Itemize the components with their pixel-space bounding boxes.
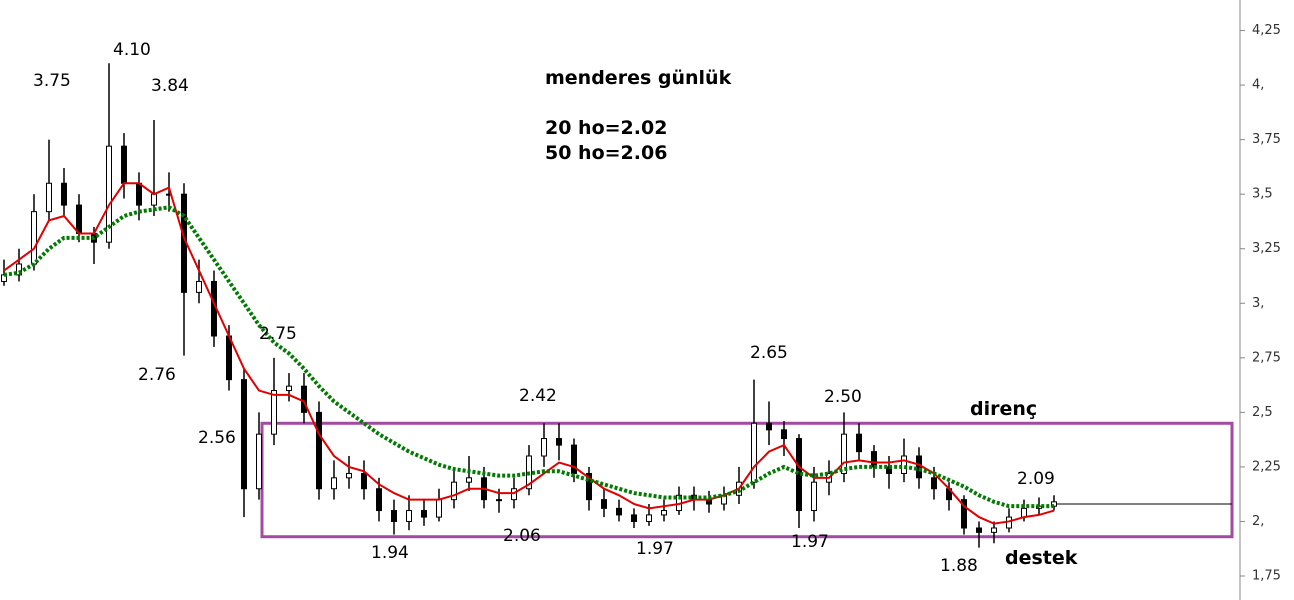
y-tick-label: 2, (1252, 514, 1264, 529)
candle-body (646, 514, 652, 522)
y-tick-label: 3,25 (1252, 241, 1281, 256)
candle-body (121, 145, 127, 184)
moving-average (3, 205, 1054, 509)
candle-body (361, 472, 367, 490)
price-annotation: 2.09 (1017, 469, 1055, 489)
candle-body (331, 477, 337, 490)
price-annotation: 2.75 (259, 324, 297, 344)
candle-body (961, 499, 967, 529)
candle-body (271, 390, 277, 435)
candle-body (901, 455, 907, 474)
y-tick-label: 3, (1252, 296, 1264, 311)
candle-body (841, 433, 847, 474)
candle-body (976, 527, 982, 533)
candle-body (856, 433, 862, 453)
y-tick-label: 3,5 (1252, 187, 1273, 202)
candle-body (601, 499, 607, 509)
candle-body (316, 411, 322, 490)
candle-body (886, 466, 892, 474)
candle-body (301, 385, 307, 413)
candle-body (376, 488, 382, 512)
moving-average (3, 182, 1055, 525)
chart-title: menderes günlük (545, 67, 732, 89)
candle-body (61, 182, 67, 206)
candle-body (76, 204, 82, 234)
candle-body (541, 438, 547, 457)
y-tick-label: 2,25 (1252, 459, 1281, 474)
candle-body (991, 527, 997, 533)
candle-body (451, 481, 457, 501)
candle-body (346, 472, 352, 479)
price-annotation: 2.56 (198, 428, 236, 448)
candle-body (511, 488, 517, 501)
candle-body (616, 507, 622, 516)
candle-body (571, 444, 577, 474)
price-annotation: 2.65 (750, 343, 788, 363)
y-tick-label: 3,75 (1252, 132, 1281, 147)
candle-body (196, 280, 202, 293)
candle-body (466, 477, 472, 483)
candle-body (751, 422, 757, 483)
candle-body (16, 263, 22, 276)
candle-body (136, 182, 142, 206)
candle-body (496, 499, 502, 502)
candle-body (436, 499, 442, 518)
price-annotation: 1.88 (940, 556, 978, 576)
price-annotation: 3.84 (151, 76, 189, 96)
candle-body (1021, 507, 1027, 518)
candle-body (871, 451, 877, 468)
candle-body (256, 433, 262, 490)
note: 20 ho=2.02 (545, 117, 667, 139)
candle-body (406, 510, 412, 522)
candle-body (586, 472, 592, 501)
candle-body (811, 481, 817, 512)
candle-body (631, 514, 637, 522)
price-annotation: 1.97 (791, 532, 829, 552)
y-tick-label: 1,75 (1252, 569, 1281, 584)
y-tick-label: 4,25 (1252, 23, 1281, 38)
price-annotation: 1.94 (371, 543, 409, 563)
note: 50 ho=2.06 (545, 142, 667, 164)
y-tick-label: 2,75 (1252, 350, 1281, 365)
candle-body (241, 379, 247, 490)
candle-body (766, 422, 772, 431)
candle-body (931, 477, 937, 490)
candle-body (421, 510, 427, 518)
price-annotation: 4.10 (113, 40, 151, 60)
candle-body (391, 510, 397, 522)
price-annotation: 1.97 (636, 539, 674, 559)
candle-body (31, 211, 37, 265)
zone-label: destek (1005, 547, 1078, 569)
candle-body (286, 385, 292, 392)
price-annotation: 3.75 (33, 71, 71, 91)
y-tick-label: 2,5 (1252, 405, 1273, 420)
candle-body (781, 429, 787, 440)
y-tick-label: 4, (1252, 78, 1264, 93)
candle-body (556, 438, 562, 446)
candle-body (151, 193, 157, 206)
price-annotation: 2.06 (503, 526, 541, 546)
price-annotation: 2.50 (824, 387, 862, 407)
candle-body (226, 335, 232, 381)
candle-body (46, 182, 52, 213)
zone-label: direnç (970, 398, 1037, 420)
price-annotation: 2.42 (519, 386, 557, 406)
price-annotation: 2.76 (138, 365, 176, 385)
candle-body (106, 145, 112, 243)
candle-body (661, 510, 667, 516)
